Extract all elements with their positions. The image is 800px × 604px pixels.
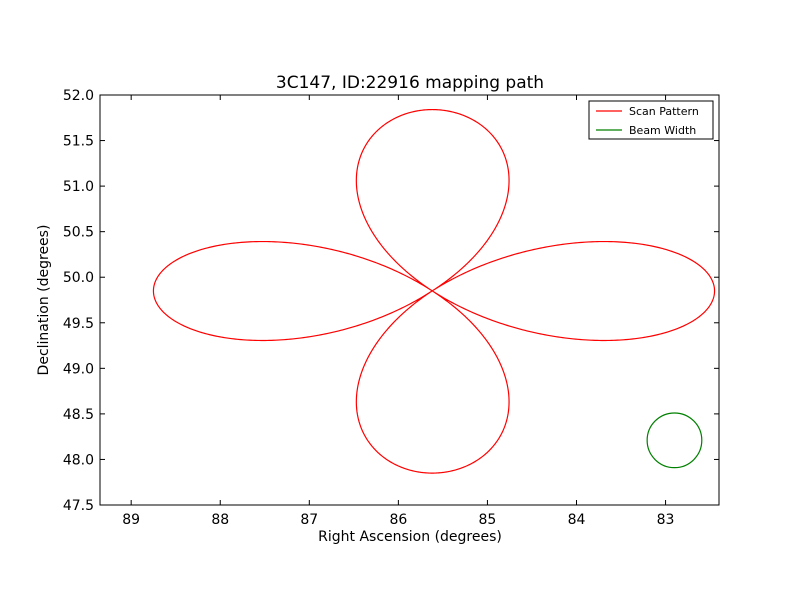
x-axis-title: Right Ascension (degrees) bbox=[318, 529, 502, 545]
y-tick-label: 48.5 bbox=[63, 407, 94, 423]
chart-title: 3C147, ID:22916 mapping path bbox=[276, 73, 544, 93]
plot-frame bbox=[99, 94, 720, 506]
legend: Scan Pattern Beam Width bbox=[588, 100, 714, 140]
y-tick-label: 50.5 bbox=[63, 225, 94, 241]
series-scan-pattern-line bbox=[152, 108, 716, 474]
legend-label-scan-pattern: Scan Pattern bbox=[629, 105, 699, 118]
legend-label-beam-width: Beam Width bbox=[629, 124, 696, 137]
x-tick-label: 87 bbox=[300, 512, 318, 528]
x-tick-label: 88 bbox=[211, 512, 229, 528]
x-axis-ticks: 89 88 87 86 85 84 83 bbox=[122, 95, 674, 528]
y-tick-label: 52.0 bbox=[63, 88, 94, 104]
plot-area-background bbox=[100, 95, 719, 505]
y-tick-label: 49.5 bbox=[63, 316, 94, 332]
y-axis-ticks: 47.5 48.0 48.5 49.0 49.5 50.0 50.5 51.0 51.5 52.0 bbox=[63, 88, 719, 514]
x-tick-label: 86 bbox=[389, 512, 407, 528]
y-axis-title: Declination (degrees) bbox=[36, 225, 52, 376]
x-tick-label: 83 bbox=[657, 512, 675, 528]
plot-series-group bbox=[152, 108, 716, 474]
y-tick-label: 50.0 bbox=[63, 270, 94, 286]
y-tick-label: 51.5 bbox=[63, 134, 94, 150]
x-tick-label: 85 bbox=[479, 512, 497, 528]
y-tick-label: 47.5 bbox=[63, 498, 94, 514]
y-tick-label: 48.0 bbox=[63, 452, 94, 468]
y-tick-label: 51.0 bbox=[63, 179, 94, 195]
y-tick-label: 49.0 bbox=[63, 361, 94, 377]
x-tick-label: 84 bbox=[568, 512, 586, 528]
x-tick-label: 89 bbox=[122, 512, 140, 528]
legend-box bbox=[588, 100, 714, 140]
series-beam-width-circle bbox=[646, 412, 703, 469]
